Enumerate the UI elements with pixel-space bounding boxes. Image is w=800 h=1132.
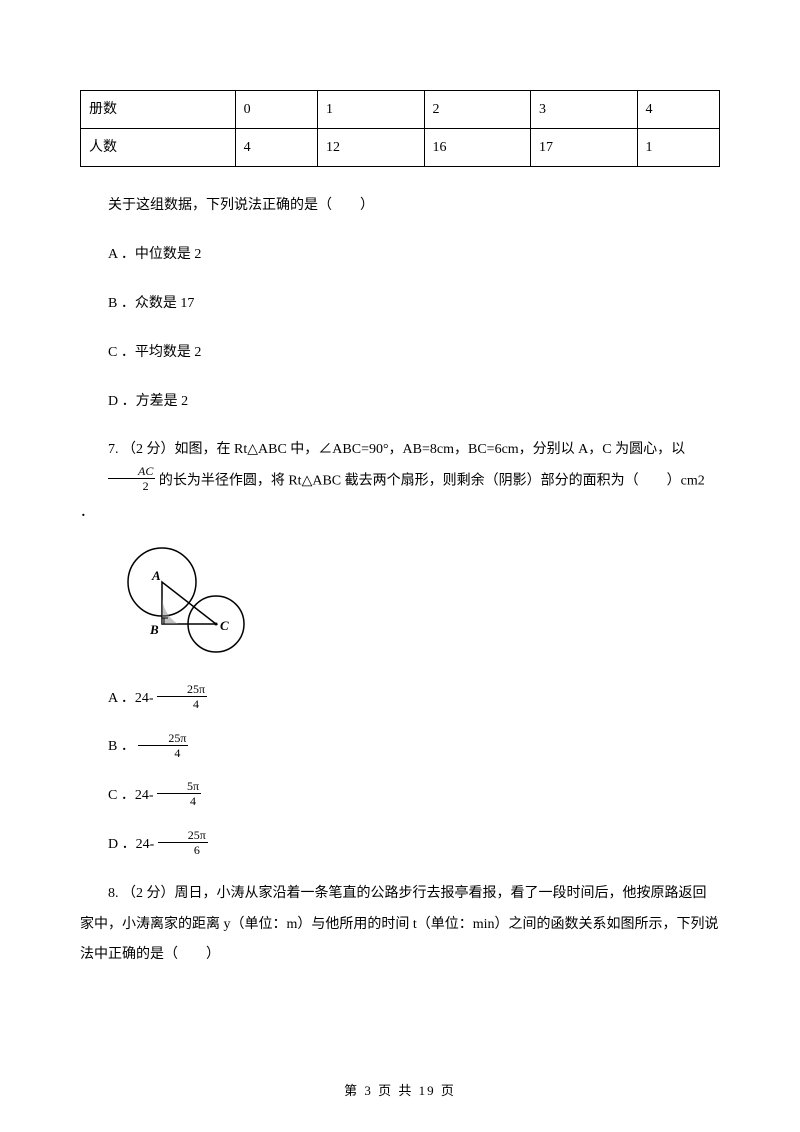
cell: 0: [235, 91, 317, 129]
q7-option-b: B ． 25π4: [80, 732, 720, 763]
q6-option-c: C ．平均数是 2: [80, 338, 720, 369]
q7-text-part2: 的长为半径作圆，将 Rt△ABC 截去两个扇形，则剩余（阴影）部分的面积为（ ）…: [80, 474, 705, 520]
data-table: 册数 0 1 2 3 4 人数 4 12 16 17 1: [80, 90, 720, 167]
diagram-label-b: B: [149, 622, 159, 637]
fraction-5pi-4: 5π4: [157, 780, 201, 807]
cell: 1: [318, 91, 425, 129]
diagram-label-c: C: [220, 618, 229, 633]
cell: 16: [424, 129, 531, 167]
cell: 4: [235, 129, 317, 167]
q7-option-c: C ．24- 5π4: [80, 781, 720, 812]
q6-option-a: A ．中位数是 2: [80, 240, 720, 271]
q7-option-a: A ．24- 25π4: [80, 684, 720, 715]
table-row: 人数 4 12 16 17 1: [81, 129, 720, 167]
q7-text: 7. （2 分）如图，在 Rt△ABC 中，∠ABC=90°，AB=8cm，BC…: [80, 435, 720, 528]
q7-diagram: A B C: [120, 546, 720, 665]
q7-option-d: D ．24- 25π6: [80, 830, 720, 861]
cell: 3: [531, 91, 638, 129]
cell: 17: [531, 129, 638, 167]
q6-intro: 关于这组数据，下列说法正确的是（ ）: [80, 191, 720, 222]
fraction-25pi-4: 25π4: [157, 683, 207, 710]
fraction-25pi-4: 25π4: [138, 732, 188, 759]
q6-option-b: B ．众数是 17: [80, 289, 720, 320]
q7-text-part1: 7. （2 分）如图，在 Rt△ABC 中，∠ABC=90°，AB=8cm，BC…: [108, 442, 685, 457]
q6-option-d: D ．方差是 2: [80, 387, 720, 418]
cell: 2: [424, 91, 531, 129]
cell: 12: [318, 129, 425, 167]
fraction-ac-over-2: AC2: [108, 465, 155, 492]
table-row: 册数 0 1 2 3 4: [81, 91, 720, 129]
fraction-25pi-6: 25π6: [158, 829, 208, 856]
diagram-label-a: A: [151, 568, 161, 583]
cell: 册数: [81, 91, 236, 129]
cell: 人数: [81, 129, 236, 167]
cell: 1: [637, 129, 719, 167]
q8-text: 8. （2 分）周日，小涛从家沿着一条笔直的公路步行去报亭看报，看了一段时间后，…: [80, 879, 720, 971]
page-footer: 第 3 页 共 19 页: [0, 1079, 800, 1102]
cell: 4: [637, 91, 719, 129]
